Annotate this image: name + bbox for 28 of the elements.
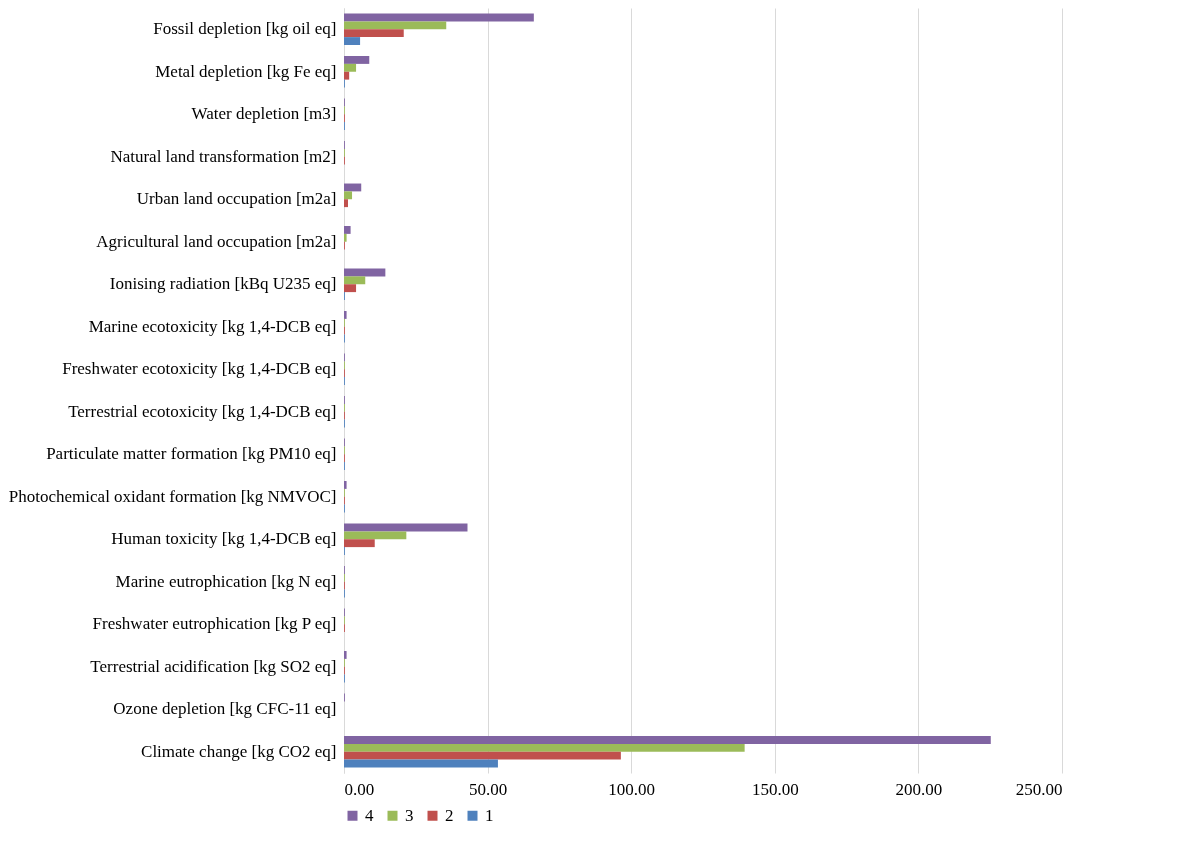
x-tick-label: 0.00: [344, 779, 375, 799]
y-tick-label: Urban land occupation [m2a]: [136, 189, 337, 209]
x-tick-label: 100.00: [608, 779, 656, 799]
legend-label: 1: [485, 805, 494, 825]
y-tick-label: Natural land transformation [m2]: [110, 146, 337, 166]
y-tick-label: Freshwater eutrophication [kg P eq]: [92, 614, 337, 634]
y-tick-label: Water depletion [m3]: [191, 104, 337, 124]
y-tick-label: Terrestrial ecotoxicity [kg 1,4-DCB eq]: [68, 401, 337, 421]
x-tick-label: 250.00: [1015, 779, 1063, 799]
y-tick-label: Agricultural land occupation [m2a]: [96, 231, 337, 251]
x-tick-label: 150.00: [751, 779, 799, 799]
y-tick-label: Particulate matter formation [kg PM10 eq]: [46, 444, 337, 464]
x-tick-label: 200.00: [895, 779, 943, 799]
legend-label: 3: [405, 805, 414, 825]
y-tick-label: Terrestrial acidification [kg SO2 eq]: [90, 656, 337, 676]
y-tick-label: Ozone depletion [kg CFC-11 eq]: [113, 699, 337, 719]
y-tick-label: Metal depletion [kg Fe eq]: [155, 61, 337, 81]
legend-label: 4: [365, 805, 374, 825]
y-tick-label: Freshwater ecotoxicity [kg 1,4-DCB eq]: [62, 359, 337, 379]
y-tick-label: Marine eutrophication [kg N eq]: [115, 571, 337, 591]
y-tick-label: Ionising radiation [kBq U235 eq]: [109, 274, 337, 294]
x-tick-label: 50.00: [468, 779, 508, 799]
legend-label: 2: [445, 805, 454, 825]
y-tick-label: Human toxicity [kg 1,4-DCB eq]: [111, 529, 337, 549]
y-tick-label: Marine ecotoxicity [kg 1,4-DCB eq]: [88, 316, 337, 336]
y-tick-label: Climate change [kg CO2 eq]: [141, 741, 337, 761]
y-tick-label: Photochemical oxidant formation [kg NMVOC]: [8, 486, 337, 506]
y-tick-label: Fossil depletion [kg oil eq]: [153, 19, 337, 39]
